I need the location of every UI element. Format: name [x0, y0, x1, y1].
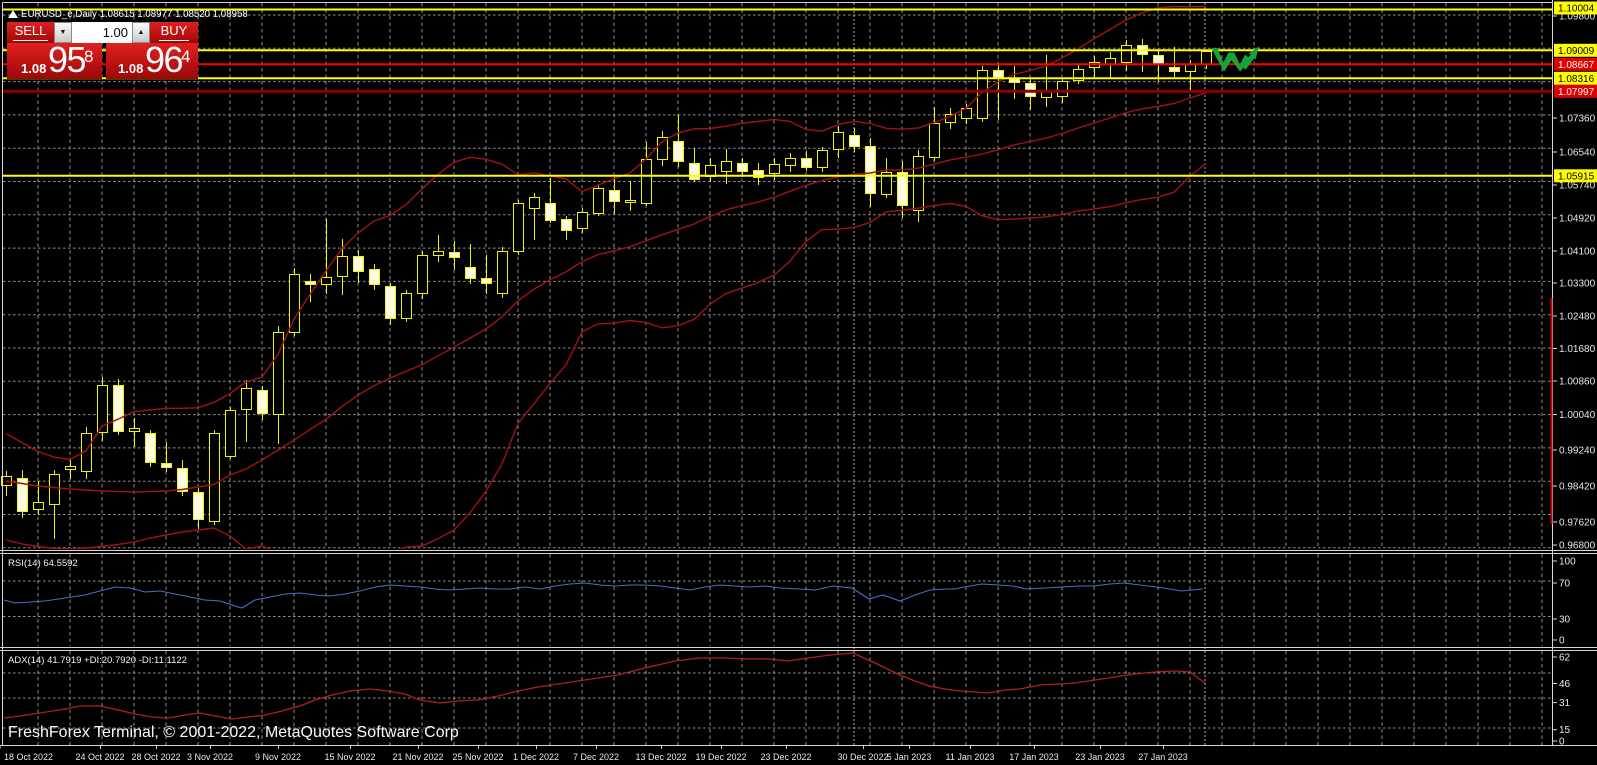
svg-text:13 Dec 2022: 13 Dec 2022: [635, 752, 686, 762]
svg-text:27 Jan 2023: 27 Jan 2023: [1138, 752, 1188, 762]
svg-text:0: 0: [1559, 636, 1565, 647]
svg-text:9 Nov 2022: 9 Nov 2022: [255, 752, 301, 762]
svg-text:0: 0: [1559, 737, 1565, 748]
svg-text:7 Dec 2022: 7 Dec 2022: [573, 752, 619, 762]
svg-text:23 Jan 2023: 23 Jan 2023: [1075, 752, 1125, 762]
svg-text:62: 62: [1559, 653, 1571, 664]
svg-text:15: 15: [1559, 725, 1571, 736]
svg-text:1.10004: 1.10004: [1558, 4, 1595, 15]
svg-text:15 Nov 2022: 15 Nov 2022: [324, 752, 375, 762]
svg-text:1.09800: 1.09800: [1559, 12, 1596, 23]
svg-text:19 Dec 2022: 19 Dec 2022: [695, 752, 746, 762]
svg-text:24 Oct 2022: 24 Oct 2022: [75, 752, 124, 762]
svg-text:0.97620: 0.97620: [1559, 518, 1596, 529]
svg-text:28 Oct 2022: 28 Oct 2022: [131, 752, 180, 762]
svg-text:31: 31: [1559, 698, 1571, 709]
svg-text:1.08667: 1.08667: [1558, 60, 1595, 71]
svg-text:1.05740: 1.05740: [1559, 181, 1596, 192]
svg-text:EURUSD_e,Daily 1.08615 1.0897: EURUSD_e,Daily 1.08615 1.08977 1.08520 1…: [21, 9, 248, 20]
svg-text:1.08316: 1.08316: [1558, 74, 1595, 85]
svg-text:1.01680: 1.01680: [1559, 344, 1596, 355]
svg-text:5 Jan 2023: 5 Jan 2023: [887, 752, 932, 762]
svg-text:RSI(14) 64.5592: RSI(14) 64.5592: [8, 558, 78, 569]
svg-text:1.06540: 1.06540: [1559, 148, 1596, 159]
svg-text:1.07997: 1.07997: [1558, 87, 1595, 98]
svg-text:1.00040: 1.00040: [1559, 410, 1596, 421]
svg-text:30 Dec 2022: 30 Dec 2022: [837, 752, 888, 762]
svg-text:30: 30: [1559, 615, 1571, 626]
svg-text:1.09009: 1.09009: [1558, 46, 1595, 57]
svg-text:70: 70: [1559, 579, 1571, 590]
svg-text:1.00860: 1.00860: [1559, 377, 1596, 388]
svg-text:46: 46: [1559, 679, 1571, 690]
svg-text:1.05915: 1.05915: [1558, 171, 1595, 182]
svg-text:1.07360: 1.07360: [1559, 114, 1596, 125]
svg-text:1.04100: 1.04100: [1559, 247, 1596, 258]
svg-text:0.98420: 0.98420: [1559, 482, 1596, 493]
svg-text:17 Jan 2023: 17 Jan 2023: [1009, 752, 1059, 762]
svg-text:18 Oct 2022: 18 Oct 2022: [4, 752, 53, 762]
svg-text:1.03300: 1.03300: [1559, 279, 1596, 290]
svg-text:0.96800: 0.96800: [1559, 541, 1596, 552]
svg-text:1 Dec 2022: 1 Dec 2022: [513, 752, 559, 762]
svg-text:23 Dec 2022: 23 Dec 2022: [760, 752, 811, 762]
svg-text:1.04920: 1.04920: [1559, 214, 1596, 225]
svg-text:25 Nov 2022: 25 Nov 2022: [452, 752, 503, 762]
svg-text:FreshForex Terminal, © 2001-20: FreshForex Terminal, © 2001-2022, MetaQu…: [8, 724, 459, 741]
svg-text:11 Jan 2023: 11 Jan 2023: [946, 752, 995, 762]
svg-text:0.99240: 0.99240: [1559, 446, 1596, 457]
svg-text:1.02480: 1.02480: [1559, 312, 1596, 323]
svg-text:3 Nov 2022: 3 Nov 2022: [187, 752, 233, 762]
svg-text:100: 100: [1559, 557, 1576, 568]
svg-text:ADX(14) 41.7919 +DI:20.7920 -D: ADX(14) 41.7919 +DI:20.7920 -DI:11.1122: [8, 655, 187, 666]
svg-text:21 Nov 2022: 21 Nov 2022: [392, 752, 443, 762]
